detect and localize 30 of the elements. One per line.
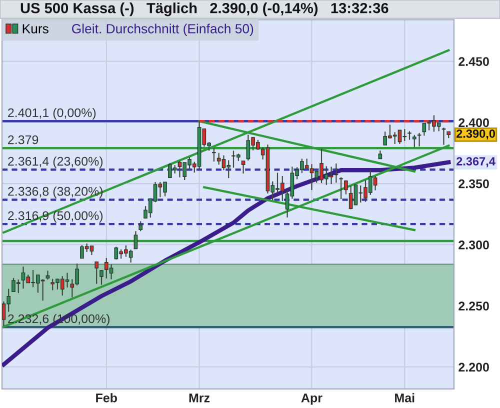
candlestick [339,176,343,200]
x-tick-label: Feb [96,393,117,402]
y-tick-label: 2.200 [458,362,489,372]
ref-line-label: 2.401,1 (0,00%) [8,108,96,120]
candlestick [241,160,246,174]
candlestick [212,148,216,162]
ref-line-label: 2.336,8 (38,20%) [8,186,103,198]
candlestick [412,134,416,148]
candlestick [334,162,338,184]
y-tick-label: 2.250 [458,302,489,310]
legend-label: Kurs [22,24,48,34]
ref-line-label: 2.361,4 (23,60%) [8,156,103,168]
chart-title: US 500 Kassa (-) Täglich 2.390,0 (-0,14%) 13:32:36 [20,2,388,16]
x-tick-label: Mai [395,393,414,402]
candlestick [344,180,348,195]
y-tick-label: 2.450 [458,57,489,66]
candlestick [134,230,138,250]
x-tick-label: Apr [301,394,322,405]
text: 2.367,4 [456,157,496,168]
candlestick [100,270,104,286]
text: Gleit. Durchschnitt (Einfach 50) [72,24,254,36]
y-tick-label: 2.350 [458,179,489,188]
y-tick-label: 2.400 [458,118,489,128]
ref-line-label: 2.379 [8,135,38,144]
x-tick-label: Mrz [189,394,210,402]
candlestick [94,261,99,284]
candlestick [417,132,422,147]
candlestick [138,220,143,232]
y-tick-label: 2.300 [458,240,489,250]
text: 2.390,0 [456,129,495,140]
